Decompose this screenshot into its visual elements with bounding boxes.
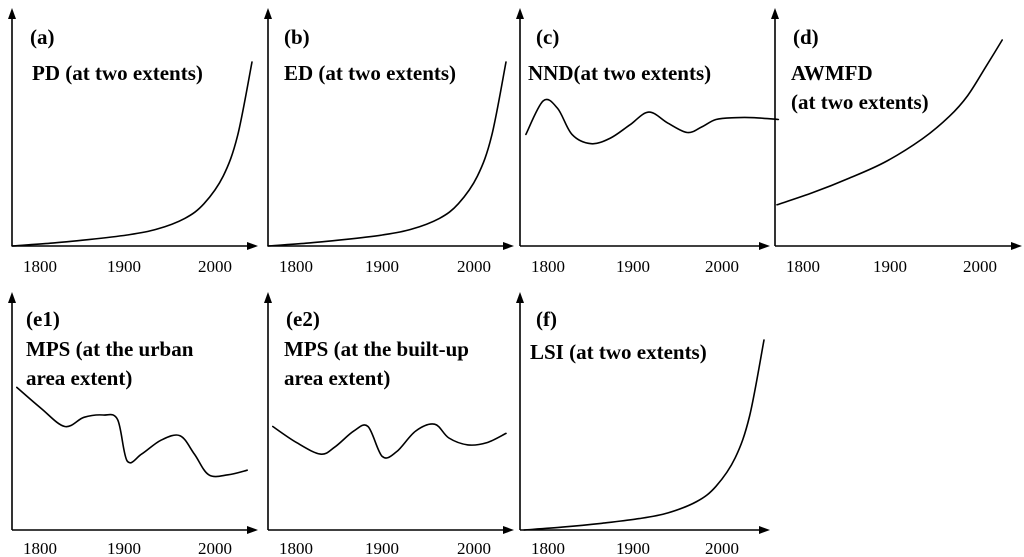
x-tick-label: 1800: [279, 539, 313, 557]
panel-letter: (a): [30, 25, 55, 49]
x-tick-label: 2000: [457, 539, 491, 557]
y-axis-arrow-icon: [516, 292, 524, 303]
x-tick-label: 2000: [705, 539, 739, 557]
series-line: [16, 386, 248, 478]
series-line: [776, 39, 1003, 206]
x-tick-label: 2000: [963, 257, 997, 276]
panel-letter: (e1): [26, 307, 60, 331]
y-axis-arrow-icon: [8, 292, 16, 303]
series-line: [272, 423, 507, 459]
x-tick-label: 1800: [23, 257, 57, 276]
y-axis-arrow-icon: [771, 8, 779, 19]
panel-title: MPS (at the urban: [26, 337, 194, 361]
panel-letter: (f): [536, 307, 557, 331]
panel-title: ED (at two extents): [284, 61, 456, 85]
panel-b: (b) ED (at two extents) 1800 1900 2000: [264, 8, 514, 276]
series-line: [267, 61, 507, 247]
x-tick-label: 1900: [616, 539, 650, 557]
x-axis-arrow-icon: [1011, 242, 1022, 250]
x-tick-label: 1900: [107, 257, 141, 276]
x-tick-label: 1800: [786, 257, 820, 276]
y-axis-arrow-icon: [264, 8, 272, 19]
panel-title: AWMFD: [791, 61, 873, 85]
panel-c: (c) NND(at two extents) 1800 1900 2000: [516, 8, 780, 276]
x-tick-label: 1900: [365, 257, 399, 276]
x-tick-label: 1800: [279, 257, 313, 276]
panel-e2: (e2) MPS (at the built-up area extent) 1800…: [264, 292, 514, 557]
x-axis-arrow-icon: [503, 526, 514, 534]
x-tick-label: 2000: [705, 257, 739, 276]
panel-letter: (e2): [286, 307, 320, 331]
x-axis-arrow-icon: [759, 242, 770, 250]
panel-title: area extent): [26, 366, 132, 390]
panel-title: LSI (at two extents): [530, 340, 707, 364]
panel-title: MPS (at the built-up: [284, 337, 469, 361]
y-axis-arrow-icon: [264, 292, 272, 303]
x-tick-label: 2000: [457, 257, 491, 276]
x-axis-arrow-icon: [247, 242, 258, 250]
panel-letter: (b): [284, 25, 310, 49]
series-line: [523, 339, 765, 531]
x-tick-label: 2000: [198, 539, 232, 557]
series-line: [525, 98, 780, 145]
panel-letter: (d): [793, 25, 819, 49]
panel-title: area extent): [284, 366, 390, 390]
x-axis-arrow-icon: [759, 526, 770, 534]
panel-title: NND(at two extents): [528, 61, 711, 85]
panel-letter: (c): [536, 25, 559, 49]
x-tick-label: 1800: [531, 539, 565, 557]
x-tick-label: 1900: [107, 539, 141, 557]
x-tick-label: 2000: [198, 257, 232, 276]
panel-title: (at two extents): [791, 90, 929, 114]
panel-a: (a) PD (at two extents) 1800 1900 2000: [8, 8, 258, 276]
x-tick-label: 1900: [365, 539, 399, 557]
y-axis-arrow-icon: [8, 8, 16, 19]
panel-title: PD (at two extents): [32, 61, 203, 85]
x-axis-arrow-icon: [247, 526, 258, 534]
y-axis-arrow-icon: [516, 8, 524, 19]
x-axis-arrow-icon: [503, 242, 514, 250]
panel-f: (f) LSI (at two extents) 1800 1900 2000: [516, 292, 770, 557]
x-tick-label: 1900: [616, 257, 650, 276]
x-tick-label: 1800: [531, 257, 565, 276]
series-line: [11, 61, 253, 247]
panel-d: (d) AWMFD (at two extents) 1800 1900 2000: [771, 8, 1022, 276]
x-tick-label: 1900: [873, 257, 907, 276]
panel-e1: (e1) MPS (at the urban area extent) 1800 190…: [8, 292, 258, 557]
x-tick-label: 1800: [23, 539, 57, 557]
